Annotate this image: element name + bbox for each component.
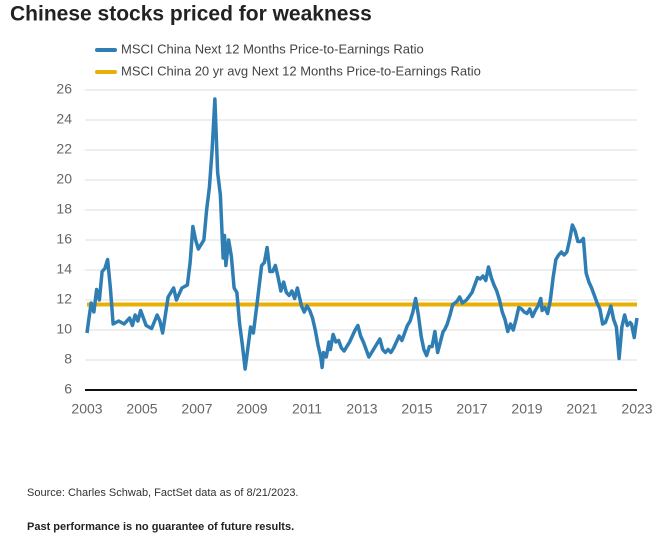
x-tick-label: 2021: [566, 401, 597, 417]
chart-title: Chinese stocks priced for weakness: [10, 3, 372, 26]
x-tick-label: 2007: [181, 401, 212, 417]
disclaimer: Past performance is no guarantee of futu…: [27, 521, 294, 533]
x-tick-label: 2023: [621, 401, 652, 417]
legend-label: MSCI China 20 yr avg Next 12 Months Pric…: [121, 63, 481, 78]
y-tick-label: 14: [56, 261, 72, 277]
y-tick-label: 8: [64, 351, 72, 367]
x-tick-label: 2003: [71, 401, 102, 417]
x-tick-label: 2019: [511, 401, 542, 417]
x-tick-label: 2013: [346, 401, 377, 417]
y-tick-label: 16: [56, 231, 72, 247]
x-tick-label: 2011: [292, 401, 322, 417]
x-tick-label: 2017: [456, 401, 487, 417]
series-line: [85, 97, 639, 371]
y-tick-label: 12: [56, 291, 72, 307]
x-tick-label: 2005: [126, 401, 157, 417]
legend-label: MSCI China Next 12 Months Price-to-Earni…: [121, 41, 424, 56]
x-tick-label: 2009: [236, 401, 267, 417]
y-tick-label: 22: [56, 141, 72, 157]
y-tick-label: 10: [56, 321, 72, 337]
y-tick-label: 26: [56, 81, 72, 97]
source-note: Source: Charles Schwab, FactSet data as …: [27, 487, 299, 499]
y-tick-label: 18: [56, 201, 72, 217]
y-tick-label: 24: [56, 111, 72, 127]
y-tick-label: 6: [64, 381, 72, 397]
y-tick-label: 20: [56, 171, 72, 187]
x-tick-label: 2015: [401, 401, 432, 417]
